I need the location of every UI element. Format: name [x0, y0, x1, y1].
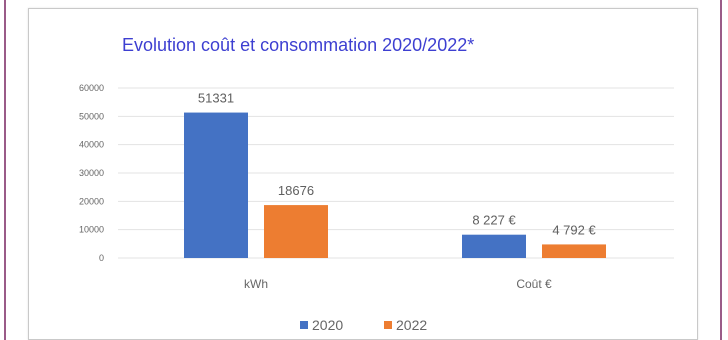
bar-2022-1 [542, 244, 606, 258]
chart-title: Evolution coût et consommation 2020/2022… [122, 35, 475, 55]
y-tick-label: 50000 [79, 111, 104, 121]
chart-card [28, 8, 698, 340]
legend-label-2020: 2020 [312, 317, 343, 333]
legend-swatch-2020 [300, 321, 308, 329]
x-category-label: kWh [244, 277, 268, 291]
y-tick-label: 20000 [79, 196, 104, 206]
bar-2020-0 [184, 112, 248, 258]
data-label: 51331 [198, 91, 234, 106]
y-tick-label: 40000 [79, 140, 104, 150]
page-right-frame [720, 0, 722, 340]
y-tick-label: 60000 [79, 83, 104, 93]
page-left-frame [4, 0, 6, 340]
y-tick-label: 0 [99, 253, 104, 263]
bar-2022-0 [264, 205, 328, 258]
bar-2020-1 [462, 234, 526, 258]
x-category-label: Coût € [516, 277, 552, 291]
data-label: 8 227 € [472, 213, 516, 228]
data-label: 18676 [278, 183, 314, 198]
data-label: 4 792 € [552, 222, 596, 237]
y-tick-label: 30000 [79, 168, 104, 178]
legend-swatch-2022 [384, 321, 392, 329]
y-tick-label: 10000 [79, 225, 104, 235]
legend-label-2022: 2022 [396, 317, 427, 333]
